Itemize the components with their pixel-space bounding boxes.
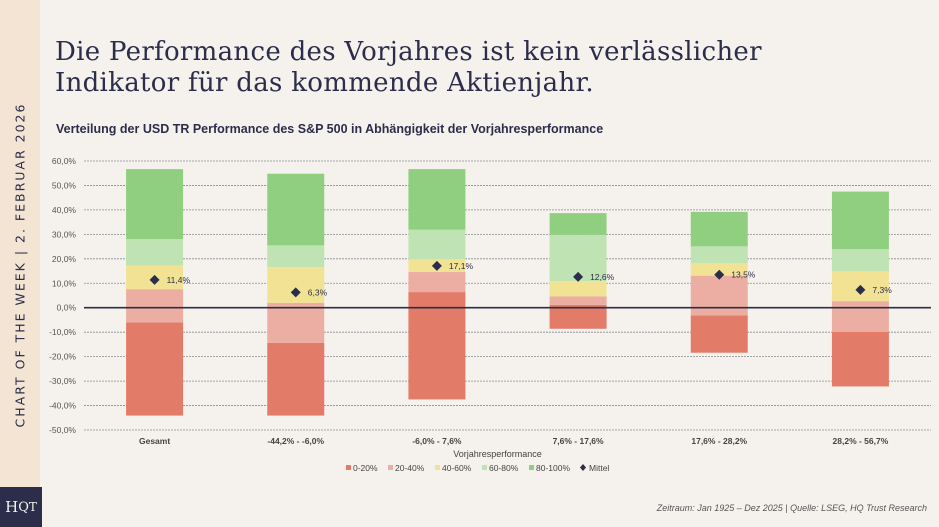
bar-segment-80-100%: [831, 191, 889, 250]
legend-label: 60-80%: [489, 463, 519, 473]
side-strip: [0, 0, 40, 527]
legend-swatch: [435, 465, 440, 470]
x-tick-label: 7,6% - 17,6%: [553, 436, 604, 446]
y-tick-label: 20,0%: [52, 254, 77, 264]
legend-label: 0-20%: [353, 463, 378, 473]
y-tick-label: -10,0%: [49, 327, 76, 337]
bar-segment-80-100%: [690, 211, 748, 247]
mean-label: 12,6%: [590, 272, 615, 282]
y-tick-label: 0,0%: [57, 303, 77, 313]
bar-segment-60-80%: [831, 249, 889, 272]
mean-label: 7,3%: [872, 285, 892, 295]
mean-marker: [431, 260, 442, 271]
bar-segment-20-40%: [408, 272, 466, 293]
x-tick-label: -6,0% - 7,6%: [412, 436, 462, 446]
bar-segment-0-20%: [549, 304, 607, 329]
y-tick-label: -20,0%: [49, 352, 76, 362]
y-tick-label: -50,0%: [49, 425, 76, 435]
source-footer: Zeitraum: Jan 1925 – Dez 2025 | Quelle: …: [656, 503, 927, 513]
mean-marker: [573, 271, 584, 282]
y-tick-label: 40,0%: [52, 205, 77, 215]
title-line-2: Indikator für das kommende Aktienjahr.: [55, 68, 594, 98]
legend-mean-marker: [580, 464, 586, 471]
bar-segment-20-40%: [831, 301, 889, 332]
mean-marker: [855, 284, 866, 295]
bar-segment-20-40%: [549, 296, 607, 305]
mean-marker: [290, 287, 301, 298]
bar-segment-80-100%: [126, 169, 184, 240]
bar-segment-0-20%: [831, 331, 889, 387]
x-tick-label: 28,2% - 56,7%: [833, 436, 889, 446]
y-tick-label: 60,0%: [52, 156, 77, 166]
title-line-1: Die Performance des Vorjahres ist kein v…: [55, 37, 762, 67]
bar-segment-0-20%: [126, 322, 184, 416]
mean-label: 11,4%: [167, 275, 191, 285]
bar-segment-80-100%: [549, 213, 607, 235]
bar-segment-80-100%: [267, 173, 325, 246]
x-axis-title: Vorjahresperformance: [453, 449, 542, 459]
bar-segment-40-60%: [549, 281, 607, 297]
legend-swatch: [346, 465, 351, 470]
bar-segment-0-20%: [690, 315, 748, 353]
bar-segment-80-100%: [408, 169, 466, 230]
y-tick-label: 10,0%: [52, 278, 77, 288]
y-tick-label: -40,0%: [49, 401, 76, 411]
legend-swatch: [482, 465, 487, 470]
mean-label: 17,1%: [449, 261, 474, 271]
legend-swatch: [529, 465, 534, 470]
bar-segment-40-60%: [690, 262, 748, 276]
bar-segment-20-40%: [690, 275, 748, 316]
mean-marker: [149, 274, 160, 285]
bar-segment-60-80%: [267, 245, 325, 268]
legend-label: Mittel: [589, 463, 609, 473]
chart-title: Verteilung der USD TR Performance des S&…: [56, 122, 604, 136]
x-tick-label: Gesamt: [139, 436, 170, 446]
page-title: Die Performance des Vorjahres ist kein v…: [55, 37, 762, 99]
legend-label: 40-60%: [442, 463, 472, 473]
bar-segment-40-60%: [267, 267, 325, 303]
mean-marker: [714, 269, 725, 280]
bar-segment-60-80%: [408, 229, 466, 260]
y-tick-label: 30,0%: [52, 229, 77, 239]
y-tick-label: 50,0%: [52, 180, 77, 190]
bar-segment-20-40%: [126, 289, 184, 323]
mean-label: 6,3%: [308, 287, 328, 297]
bar-segment-60-80%: [126, 239, 184, 266]
bar-segment-60-80%: [690, 246, 748, 263]
legend-swatch: [388, 465, 393, 470]
legend-label: 80-100%: [536, 463, 570, 473]
y-tick-label: -30,0%: [49, 376, 76, 386]
bar-segment-0-20%: [267, 342, 325, 416]
bar-segment-0-20%: [408, 292, 466, 400]
bar-segment-20-40%: [267, 302, 325, 343]
x-tick-label: 17,6% - 28,2%: [691, 436, 747, 446]
mean-label: 13,5%: [731, 270, 756, 280]
x-tick-label: -44,2% - -6,0%: [267, 436, 324, 446]
legend-label: 20-40%: [395, 463, 425, 473]
